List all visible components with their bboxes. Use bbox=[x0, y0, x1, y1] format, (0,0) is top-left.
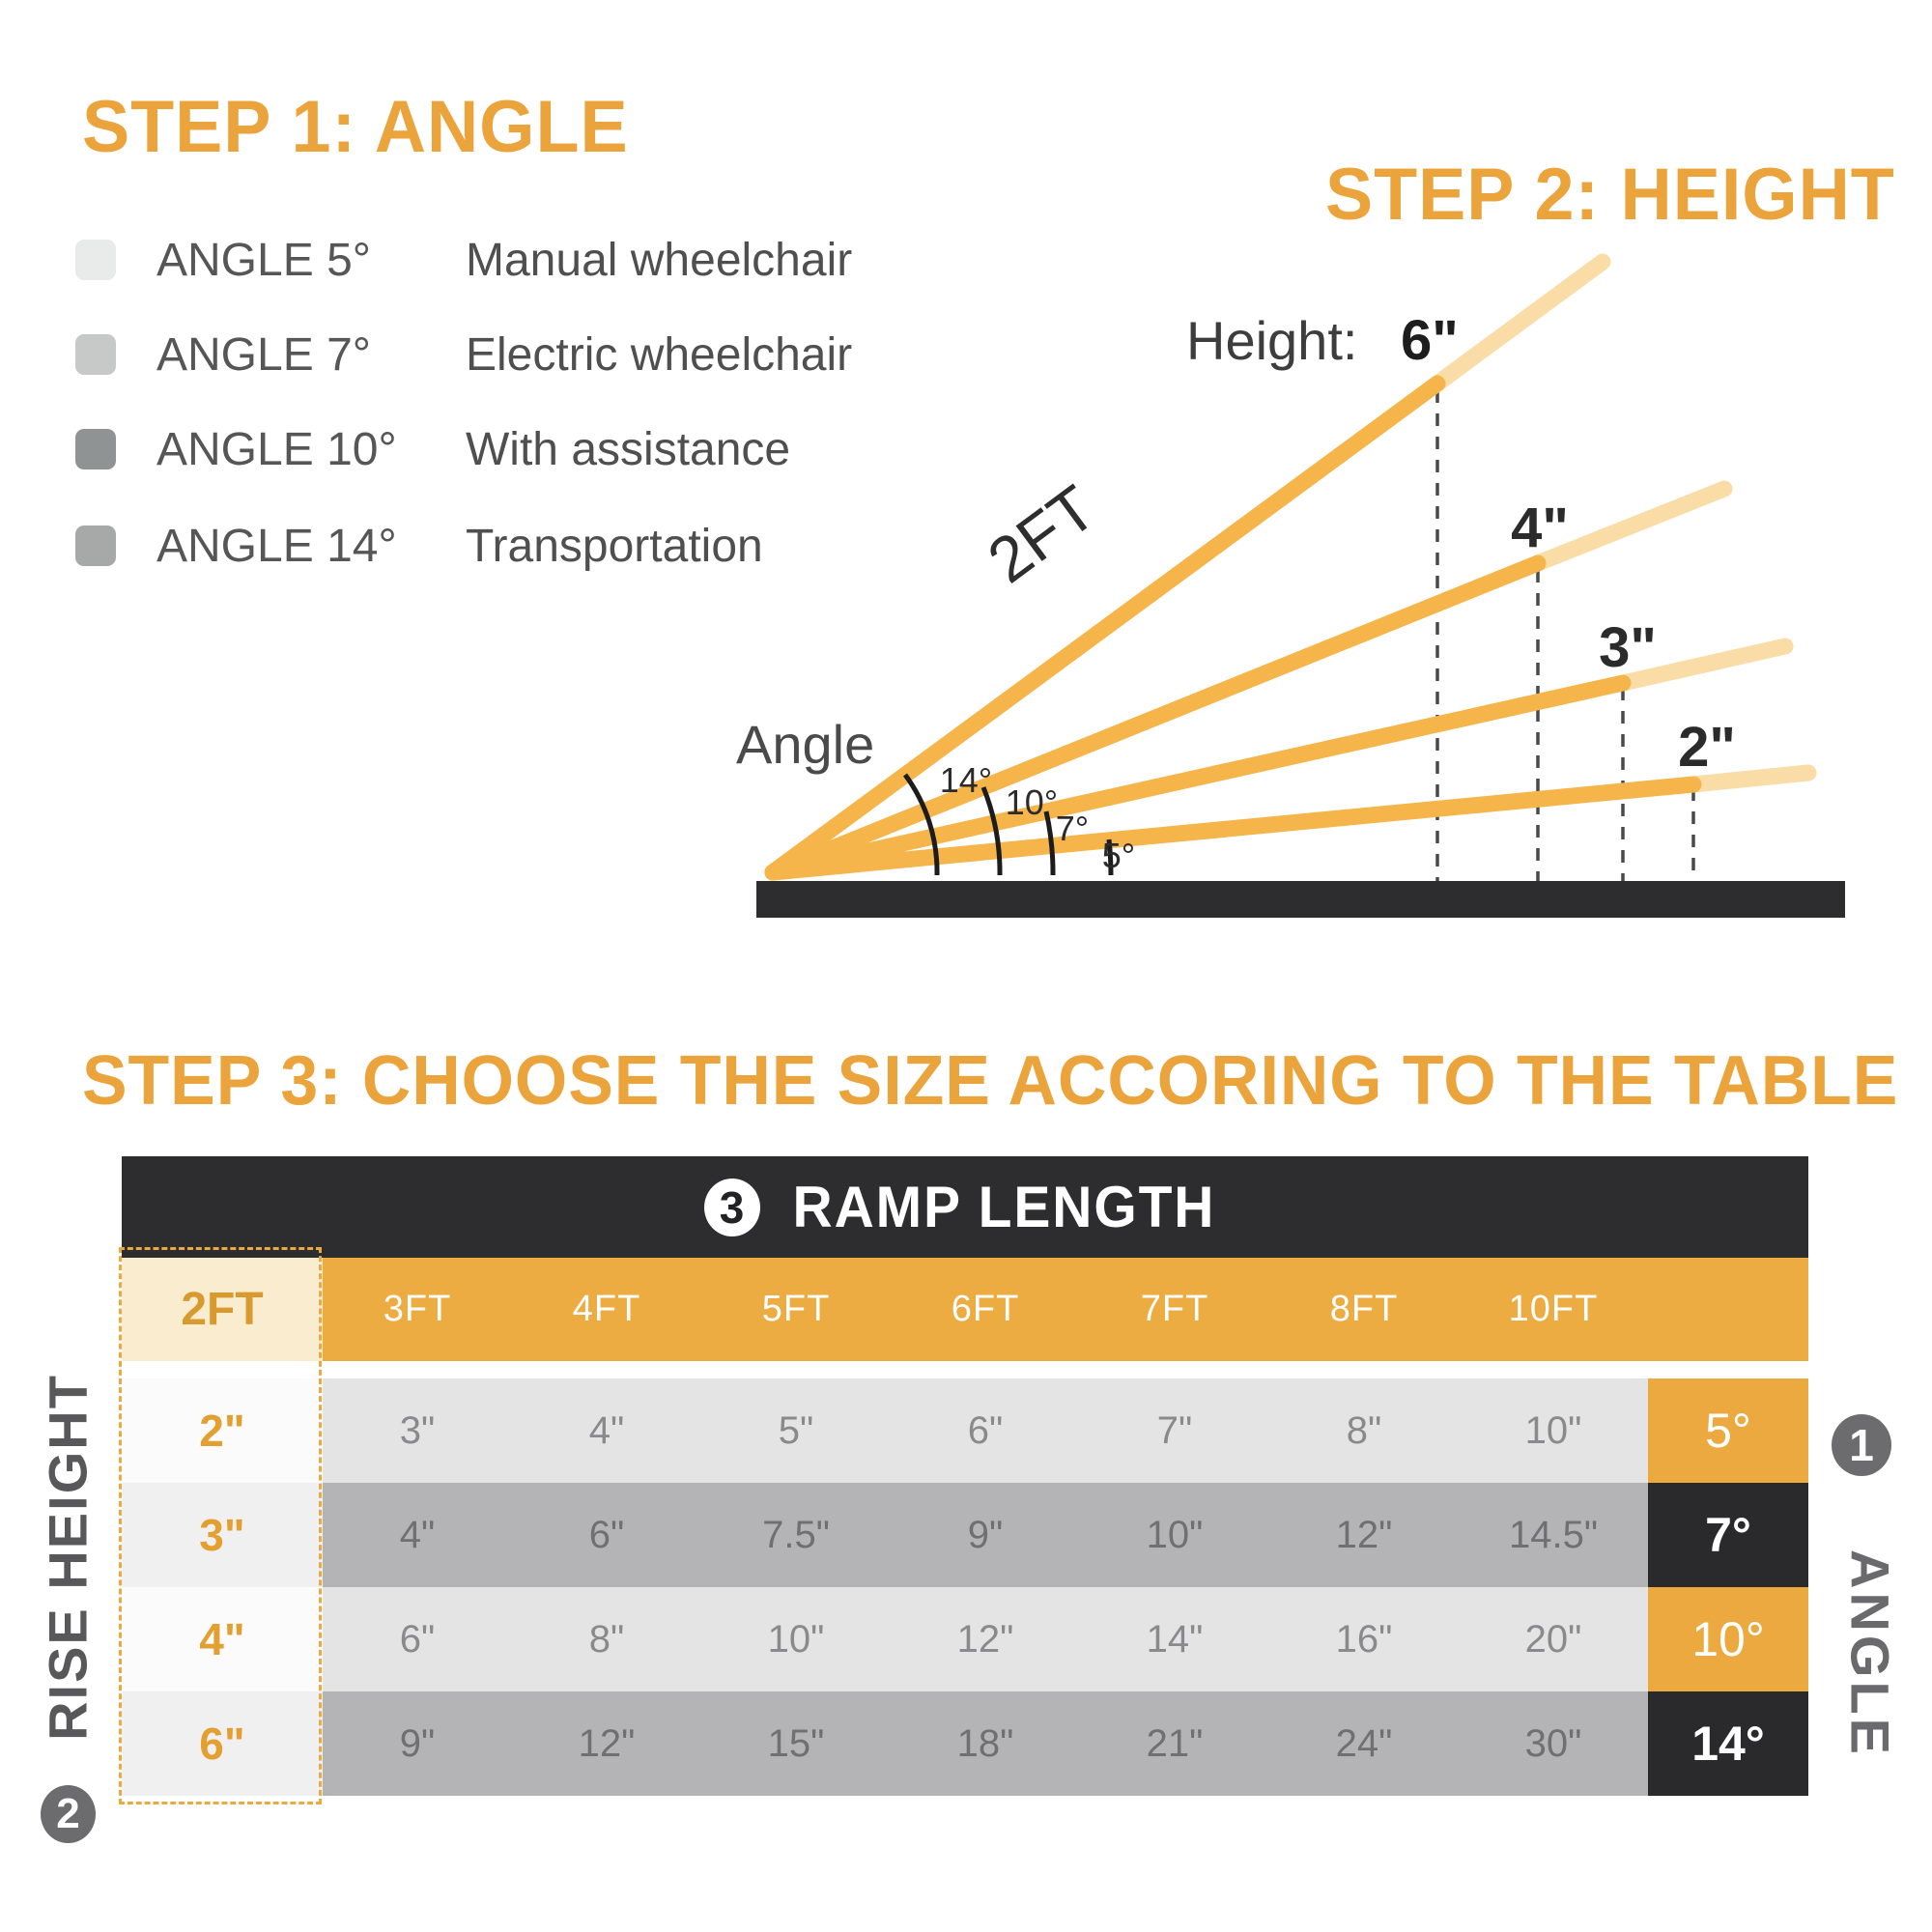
arc-label-7deg: 7° bbox=[1056, 809, 1089, 848]
height-6in-label: 6" bbox=[1401, 309, 1459, 372]
table-value: 16" bbox=[1335, 1617, 1393, 1661]
table-value: 10" bbox=[1146, 1513, 1204, 1556]
legend-item-angle-10: ANGLE 10° With assistance bbox=[75, 421, 790, 477]
row-values: 9" 12" 15" 18" 21" 24" 30" bbox=[323, 1691, 1648, 1796]
row-values: 3" 4" 5" 6" 7" 8" 10" bbox=[323, 1378, 1648, 1483]
arc-label-5deg: 5° bbox=[1102, 836, 1135, 875]
table-value: 12" bbox=[1335, 1513, 1393, 1556]
table-value: 10" bbox=[1524, 1408, 1582, 1452]
step-1-circle-badge: 1 bbox=[1832, 1414, 1891, 1476]
swatch-angle-5 bbox=[75, 240, 116, 280]
table-value: 30" bbox=[1524, 1721, 1582, 1765]
table-row-6in: 6" 9" 12" 15" 18" 21" 24" 30" 14° bbox=[122, 1691, 1808, 1796]
table-value: 3" bbox=[399, 1408, 436, 1452]
ramp-angle-diagram: Angle 2FT Height: 6" 4" 3" 2" 14° 10° 7°… bbox=[736, 253, 1845, 918]
col-header-7ft: 7FT bbox=[1140, 1289, 1209, 1329]
angle-arcs bbox=[902, 773, 1114, 876]
table-value: 9" bbox=[399, 1721, 436, 1765]
height-word-label: Height: bbox=[1186, 310, 1357, 371]
angle-badge-14deg: 14° bbox=[1648, 1691, 1808, 1796]
table-value: 20" bbox=[1524, 1617, 1582, 1661]
arc-label-10deg: 10° bbox=[1006, 782, 1058, 822]
rise-height-cell: 2" bbox=[122, 1378, 323, 1483]
table-value: 15" bbox=[767, 1721, 825, 1765]
table-value: 14" bbox=[1146, 1617, 1204, 1661]
table-value: 4" bbox=[588, 1408, 625, 1452]
table-value: 6" bbox=[588, 1513, 625, 1556]
table-value: 7" bbox=[1156, 1408, 1193, 1452]
table-value: 8" bbox=[1346, 1408, 1382, 1452]
swatch-angle-10 bbox=[75, 429, 116, 469]
table-value: 21" bbox=[1146, 1721, 1204, 1765]
row-values: 4" 6" 7.5" 9" 10" 12" 14.5" bbox=[323, 1483, 1648, 1587]
angle-word-label: Angle bbox=[736, 714, 874, 775]
legend-angle-label: ANGLE 14° bbox=[156, 520, 397, 572]
size-table: 3 RAMP LENGTH 2FT 3FT 4FT 5FT 6FT 7FT 8F… bbox=[122, 1156, 1808, 1796]
column-header-row: 2FT 3FT 4FT 5FT 6FT 7FT 8FT 10FT bbox=[122, 1258, 1808, 1361]
legend-angle-desc: With assistance bbox=[466, 423, 791, 475]
legend-item-angle-5: ANGLE 5° Manual wheelchair bbox=[75, 232, 852, 288]
angle-badge-7deg: 7° bbox=[1648, 1483, 1808, 1587]
table-value: 14.5" bbox=[1508, 1513, 1599, 1556]
col-header-3ft: 3FT bbox=[383, 1289, 452, 1329]
corner-2ft-cell: 2FT bbox=[122, 1258, 323, 1361]
table-value: 6" bbox=[967, 1408, 1004, 1452]
table-value: 7.5" bbox=[762, 1513, 830, 1556]
table-value: 8" bbox=[588, 1617, 625, 1661]
swatch-angle-7 bbox=[75, 334, 116, 375]
rise-height-axis-label: RISE HEIGHT bbox=[37, 1374, 99, 1741]
step1-title: STEP 1: ANGLE bbox=[82, 86, 629, 168]
legend-item-angle-7: ANGLE 7° Electric wheelchair bbox=[75, 327, 852, 383]
row-values: 6" 8" 10" 12" 14" 16" 20" bbox=[323, 1587, 1648, 1691]
table-row-3in: 3" 4" 6" 7.5" 9" 10" 12" 14.5" 7° bbox=[122, 1483, 1808, 1587]
angle-badge-10deg: 10° bbox=[1648, 1587, 1808, 1691]
rise-height-cell: 6" bbox=[122, 1691, 323, 1796]
table-value: 4" bbox=[399, 1513, 436, 1556]
ramp-length-header: 3 RAMP LENGTH bbox=[122, 1156, 1808, 1258]
table-value: 12" bbox=[578, 1721, 636, 1765]
rise-height-cell: 4" bbox=[122, 1587, 323, 1691]
step2-title: STEP 2: HEIGHT bbox=[1325, 154, 1895, 236]
col-header-6ft: 6FT bbox=[951, 1289, 1020, 1329]
table-row-4in: 4" 6" 8" 10" 12" 14" 16" 20" 10° bbox=[122, 1587, 1808, 1691]
col-header-4ft: 4FT bbox=[572, 1289, 641, 1329]
table-value: 6" bbox=[399, 1617, 436, 1661]
table-value: 9" bbox=[967, 1513, 1004, 1556]
table-value: 5" bbox=[778, 1408, 814, 1452]
table-value: 18" bbox=[956, 1721, 1014, 1765]
legend-angle-label: ANGLE 7° bbox=[156, 328, 371, 381]
step-3-badge: 3 bbox=[703, 1178, 760, 1236]
table-value: 10" bbox=[767, 1617, 825, 1661]
ramp-length-title: RAMP LENGTH bbox=[792, 1175, 1215, 1239]
arc-label-14deg: 14° bbox=[940, 760, 992, 800]
col-header-10ft: 10FT bbox=[1508, 1289, 1599, 1329]
height-4in-label: 4" bbox=[1511, 497, 1569, 559]
ramp-ray-pale-tips bbox=[1429, 253, 1817, 793]
header-badge-spacer bbox=[1648, 1258, 1808, 1361]
table-value: 24" bbox=[1335, 1721, 1393, 1765]
col-header-5ft: 5FT bbox=[761, 1289, 831, 1329]
angle-axis-label: ANGLE bbox=[1839, 1549, 1901, 1758]
height-3in-label: 3" bbox=[1599, 616, 1657, 679]
ramp-length-2ft-label: 2FT bbox=[975, 471, 1108, 596]
col-header-8ft: 8FT bbox=[1329, 1289, 1399, 1329]
column-headers: 3FT 4FT 5FT 6FT 7FT 8FT 10FT bbox=[323, 1258, 1648, 1361]
ramp-rays bbox=[764, 375, 1702, 881]
legend-angle-desc: Transportation bbox=[466, 520, 763, 572]
legend-angle-label: ANGLE 10° bbox=[156, 423, 397, 475]
legend-item-angle-14: ANGLE 14° Transportation bbox=[75, 518, 763, 574]
angle-badge-5deg: 5° bbox=[1648, 1378, 1808, 1483]
legend-angle-desc: Manual wheelchair bbox=[466, 234, 853, 286]
legend-angle-desc: Electric wheelchair bbox=[466, 328, 853, 381]
table-value: 12" bbox=[956, 1617, 1014, 1661]
height-2in-label: 2" bbox=[1678, 716, 1736, 779]
swatch-angle-14 bbox=[75, 526, 116, 566]
step-2-circle-badge: 2 bbox=[41, 1785, 96, 1843]
legend-angle-label: ANGLE 5° bbox=[156, 234, 371, 286]
table-row-2in: 2" 3" 4" 5" 6" 7" 8" 10" 5° bbox=[122, 1378, 1808, 1483]
rise-height-cell: 3" bbox=[122, 1483, 323, 1587]
step3-title: STEP 3: CHOOSE THE SIZE ACCORING TO THE … bbox=[82, 1042, 1899, 1120]
ground-bar bbox=[756, 881, 1845, 918]
